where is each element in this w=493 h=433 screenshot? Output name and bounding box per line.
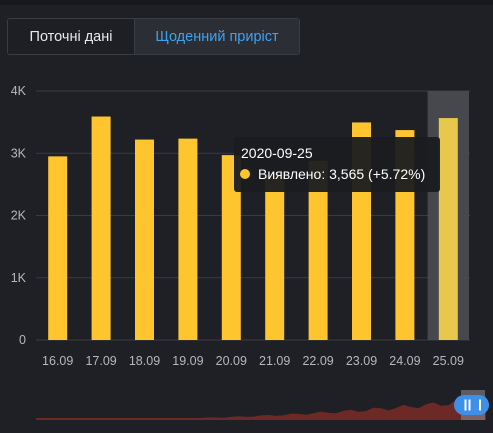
x-tick-label: 23.09 — [346, 354, 377, 368]
x-tick-label: 22.09 — [302, 354, 333, 368]
x-axis-labels: 16.09 17.09 18.09 19.09 20.09 21.09 22.09 23.09… — [42, 354, 464, 368]
navigator[interactable] — [36, 390, 489, 420]
bar-19.09[interactable] — [178, 138, 198, 340]
bar-20.09[interactable] — [221, 155, 241, 340]
tab-daily-growth[interactable]: Щоденний приріст — [135, 19, 299, 54]
handle-grip-left-2 — [468, 399, 471, 411]
view-tabs: Поточні дані Щоденний приріст — [7, 18, 300, 55]
bar-25.09[interactable] — [438, 118, 458, 340]
handle-grip-right — [479, 399, 481, 411]
y-axis-labels: 0 1K 2K 3K 4K — [11, 84, 27, 347]
navigator-handle-pill — [454, 395, 489, 415]
x-tick-label: 21.09 — [259, 354, 290, 368]
x-tick-label: 20.09 — [216, 354, 247, 368]
navigator-handle[interactable] — [454, 395, 489, 415]
bar-22.09[interactable] — [308, 160, 328, 340]
y-tick-label: 3K — [11, 146, 27, 160]
x-tick-label: 19.09 — [172, 354, 203, 368]
x-tick-label: 17.09 — [85, 354, 116, 368]
bar-21.09[interactable] — [265, 174, 285, 340]
y-tick-label: 2K — [11, 209, 27, 223]
tooltip-series-marker — [240, 169, 250, 179]
x-tick-label: 16.09 — [42, 354, 73, 368]
x-tick-label: 25.09 — [433, 354, 464, 368]
tab-current-data[interactable]: Поточні дані — [8, 19, 135, 54]
handle-grip-left — [464, 399, 467, 411]
bar-17.09[interactable] — [91, 116, 111, 341]
y-tick-label: 4K — [11, 84, 27, 98]
tooltip: 2020-09-25 Виявлено: 3,565 (+5.72%) — [234, 137, 440, 192]
x-tick-label: 18.09 — [129, 354, 160, 368]
top-border — [0, 0, 493, 5]
navigator-area — [36, 396, 486, 420]
bar-16.09[interactable] — [48, 156, 68, 340]
y-tick-label: 1K — [11, 271, 27, 285]
tooltip-value: Виявлено: 3,565 (+5.72%) — [258, 166, 425, 182]
x-tick-label: 24.09 — [389, 354, 420, 368]
tooltip-date: 2020-09-25 — [241, 145, 313, 161]
tooltip-box — [234, 137, 440, 192]
y-tick-label: 0 — [19, 333, 26, 347]
bar-18.09[interactable] — [135, 139, 154, 340]
